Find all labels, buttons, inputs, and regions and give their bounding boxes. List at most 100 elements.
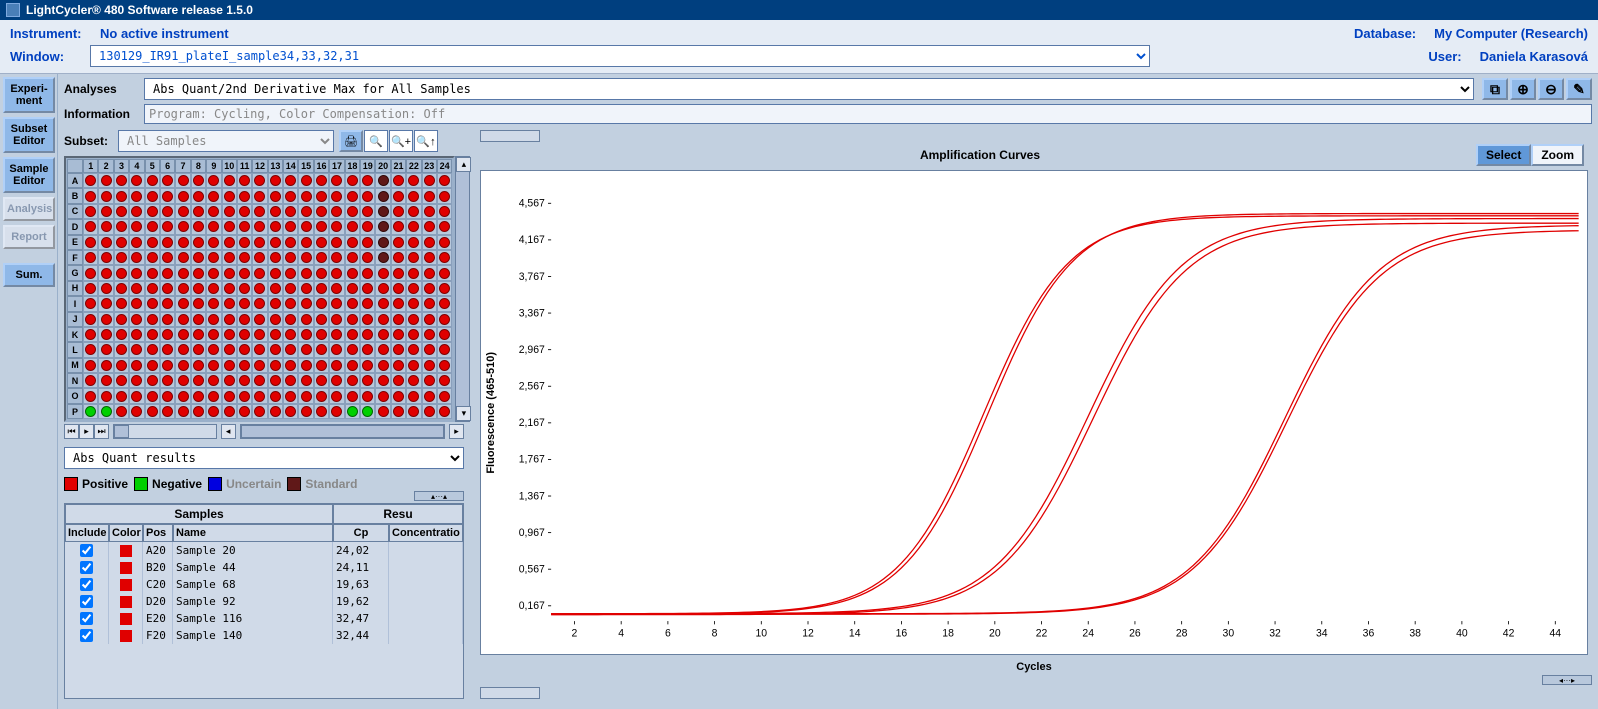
plate-well[interactable] [114,219,129,234]
plate-well[interactable] [360,235,375,250]
plate-well[interactable] [222,358,237,373]
plate-row-header[interactable]: C [67,204,83,219]
plate-well[interactable] [345,342,360,357]
plate-well[interactable] [406,265,421,280]
plate-well[interactable] [206,388,221,403]
th-cp[interactable]: Cp [333,524,389,542]
plate-well[interactable] [222,265,237,280]
plate-well[interactable] [222,388,237,403]
plate-well[interactable] [437,327,452,342]
plate-well[interactable] [206,373,221,388]
plate-well[interactable] [268,250,283,265]
plate-well[interactable] [283,342,298,357]
plate-col-header[interactable]: 24 [437,159,452,173]
plate-well[interactable] [114,342,129,357]
plate-well[interactable] [391,219,406,234]
plate-well[interactable] [222,188,237,203]
plate-col-header[interactable]: 11 [237,159,252,173]
plate-well[interactable] [406,219,421,234]
plate-well[interactable] [283,188,298,203]
plate-well[interactable] [222,204,237,219]
table-row[interactable]: D20 Sample 92 19,62 [65,593,463,610]
plate-well[interactable] [98,296,113,311]
plate-well[interactable] [129,358,144,373]
plate-well[interactable] [191,404,206,419]
plate-well[interactable] [298,188,313,203]
plate-well[interactable] [252,373,267,388]
plate-well[interactable] [329,388,344,403]
plate-well[interactable] [129,265,144,280]
plate-well[interactable] [191,173,206,188]
plate-well[interactable] [83,296,98,311]
plate-well[interactable] [129,188,144,203]
plate-well[interactable] [222,219,237,234]
plate-well[interactable] [437,235,452,250]
plate-well[interactable] [391,204,406,219]
plate-well[interactable] [129,312,144,327]
plate-well[interactable] [437,373,452,388]
plate-well[interactable] [129,281,144,296]
include-checkbox[interactable] [80,629,93,642]
plate-well[interactable] [298,173,313,188]
plate-col-header[interactable]: 1 [83,159,98,173]
plate-well[interactable] [437,173,452,188]
plate-well[interactable] [360,342,375,357]
plate-vscroll[interactable]: ▴ ▾ [455,156,470,422]
plate-well[interactable] [98,188,113,203]
plate-well[interactable] [406,188,421,203]
plate-well[interactable] [345,188,360,203]
plate-well[interactable] [206,281,221,296]
plate-well[interactable] [160,327,175,342]
plate-well[interactable] [360,281,375,296]
plate-well[interactable] [145,388,160,403]
plate-well[interactable] [98,342,113,357]
plate-well[interactable] [83,281,98,296]
plate-well[interactable] [237,188,252,203]
plate-well[interactable] [237,327,252,342]
plate-row-header[interactable]: N [67,373,83,388]
plate-well[interactable] [191,265,206,280]
plate-well[interactable] [375,296,390,311]
plate-well[interactable] [422,358,437,373]
plate-grid[interactable]: 123456789101112131415161718192021222324A… [64,156,455,422]
plate-well[interactable] [391,327,406,342]
plate-well[interactable] [437,188,452,203]
plate-well[interactable] [191,219,206,234]
plate-well[interactable] [345,173,360,188]
plate-well[interactable] [329,235,344,250]
plate-row-header[interactable]: O [67,388,83,403]
plate-well[interactable] [422,327,437,342]
plate-well[interactable] [422,404,437,419]
plate-well[interactable] [160,265,175,280]
plate-well[interactable] [222,281,237,296]
plate-well[interactable] [329,373,344,388]
plate-well[interactable] [329,404,344,419]
plate-well[interactable] [283,373,298,388]
plate-well[interactable] [129,173,144,188]
plate-well[interactable] [406,250,421,265]
plate-well[interactable] [437,404,452,419]
plate-well[interactable] [114,235,129,250]
plate-well[interactable] [268,373,283,388]
plate-well[interactable] [283,296,298,311]
plate-col-header[interactable]: 22 [406,159,421,173]
plate-well[interactable] [83,358,98,373]
plate-well[interactable] [391,235,406,250]
plate-well[interactable] [129,250,144,265]
plate-well[interactable] [391,265,406,280]
plate-well[interactable] [160,173,175,188]
plate-well[interactable] [437,281,452,296]
plate-well[interactable] [298,358,313,373]
plate-well[interactable] [375,373,390,388]
plate-well[interactable] [252,235,267,250]
plate-row-header[interactable]: B [67,188,83,203]
include-checkbox[interactable] [80,595,93,608]
plate-well[interactable] [268,404,283,419]
plate-col-header[interactable]: 12 [252,159,267,173]
plate-well[interactable] [83,342,98,357]
plate-well[interactable] [222,327,237,342]
plate-well[interactable] [129,327,144,342]
plate-well[interactable] [252,173,267,188]
plate-row-header[interactable]: A [67,173,83,188]
plate-well[interactable] [437,296,452,311]
